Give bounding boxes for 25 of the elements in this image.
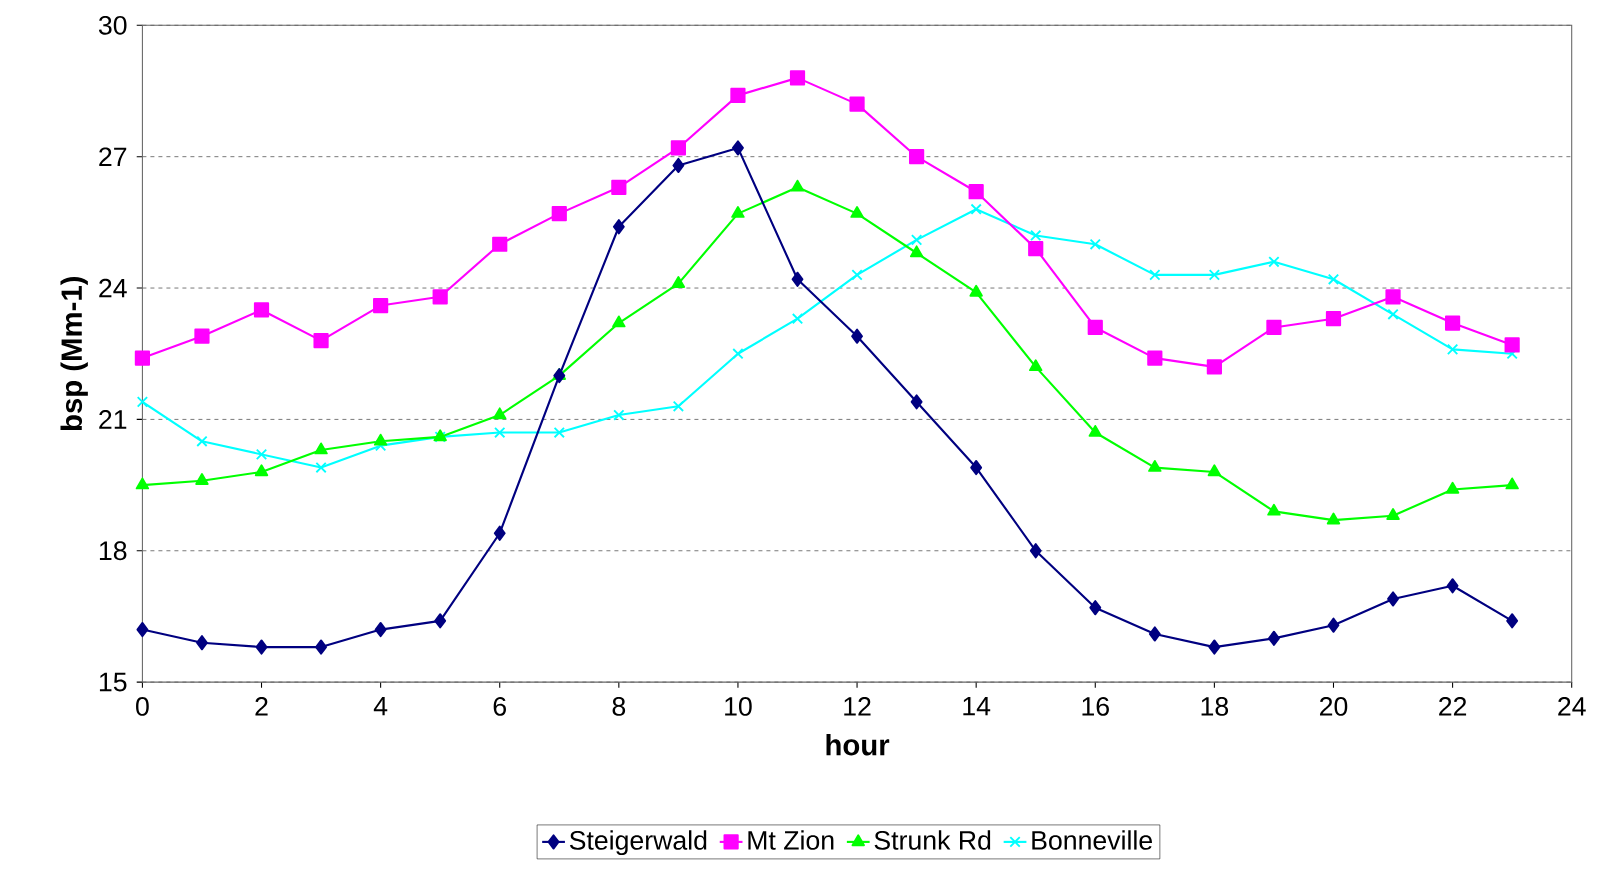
x-tick-label: 18 [1201,696,1229,716]
x-tick-label: 12 [844,696,871,716]
x-tick-label: 0 [136,696,149,716]
x-axis-title: hour [826,733,890,756]
y-tick-label: 18 [99,541,127,561]
y-tick-label: 24 [99,278,127,298]
x-tick-label: 14 [963,696,991,716]
x-tick-label: 10 [725,696,752,716]
y-axis-title: bsp (Mm-1) [60,277,88,431]
y-tick-label: 21 [99,410,127,429]
legend-label: Steigerwald [569,830,707,856]
x-tick-label: 22 [1439,696,1467,716]
legend-label: Bonneville [1032,830,1152,850]
x-tick-label: 20 [1320,696,1348,716]
y-tick-label: 30 [98,15,127,35]
x-tick-label: 24 [1558,696,1586,716]
legend-label: Mt Zion [748,830,834,850]
x-tick-label: 2 [255,696,268,716]
legend-label: Strunk Rd [874,830,991,850]
x-tick-label: 6 [493,696,506,716]
x-tick-label: 8 [612,696,626,716]
x-tick-label: 4 [373,696,388,716]
x-tick-label: 16 [1082,696,1109,716]
y-tick-label: 27 [99,147,127,166]
y-tick-label: 15 [99,672,127,692]
